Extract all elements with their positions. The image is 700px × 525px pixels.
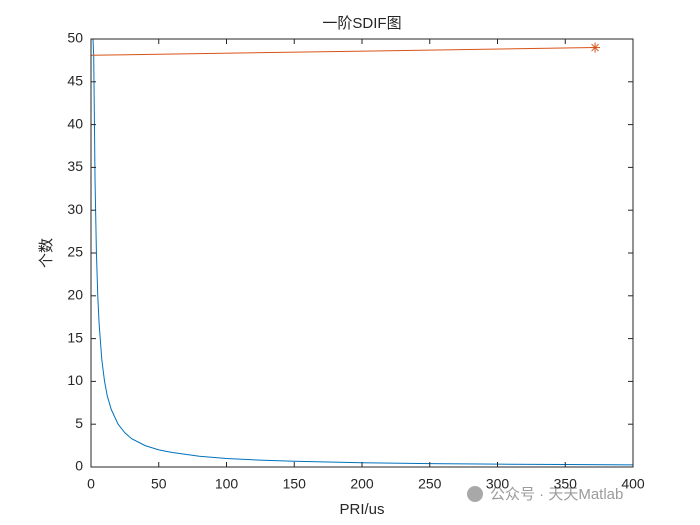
x-tick-label: 400 (621, 476, 645, 492)
x-tick-label: 100 (215, 476, 239, 492)
marker (590, 42, 601, 53)
y-tick-label: 25 (67, 244, 83, 260)
x-tick-label: 50 (151, 476, 167, 492)
y-tick-label: 30 (67, 201, 83, 217)
x-axis-label: PRI/us (339, 501, 384, 518)
x-tick-label: 150 (283, 476, 307, 492)
y-tick-label: 45 (67, 73, 83, 89)
x-tick-label: 200 (350, 476, 374, 492)
y-tick-label: 35 (67, 158, 83, 174)
marker-stroke (591, 43, 599, 52)
watermark-icon (467, 486, 483, 502)
x-tick-label: 0 (87, 476, 95, 492)
y-tick-label: 40 (67, 115, 83, 131)
x-tick-label: 350 (554, 476, 578, 492)
x-tick-label: 250 (418, 476, 442, 492)
y-tick-label: 0 (75, 458, 83, 474)
series-line (90, 47, 596, 56)
y-tick-label: 50 (67, 30, 83, 46)
y-axis-label: 个数 (38, 238, 55, 268)
chart-title: 一阶SDIF图 (322, 15, 401, 32)
watermark-group: 公众号 · 天天Matlab (467, 486, 623, 503)
watermark: 公众号 · 天天Matlab (490, 486, 623, 503)
y-tick-label: 10 (67, 372, 83, 388)
y-tick-label: 15 (67, 329, 83, 345)
x-tick-label: 300 (486, 476, 510, 492)
y-tick-label: 20 (67, 287, 83, 303)
y-tick-label: 5 (75, 415, 83, 431)
